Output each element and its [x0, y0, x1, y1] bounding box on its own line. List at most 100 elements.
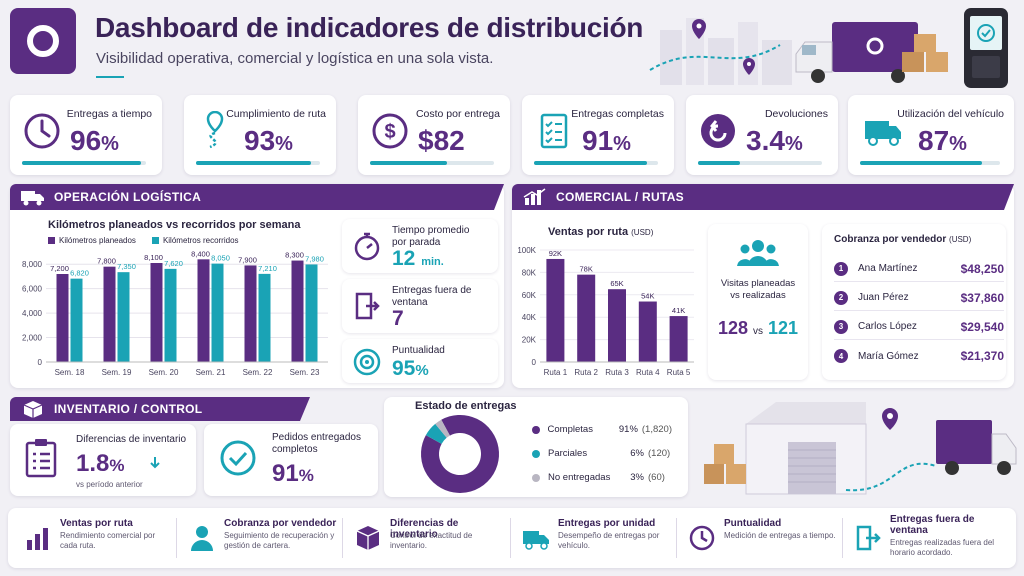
kpi-progress-bar: [698, 161, 822, 165]
clock-icon: [24, 113, 60, 149]
kpi-label: Cumplimiento de ruta: [226, 108, 326, 120]
kpi-card-devoluciones: Devoluciones 3.4%: [686, 95, 838, 175]
footer-divider: [842, 518, 843, 558]
y-tick-label: 100K: [517, 246, 536, 255]
y-tick-label: 0: [532, 358, 537, 367]
bar: [546, 258, 565, 362]
target-icon: [353, 348, 381, 376]
mini-card-puntualidad: Puntualidad 95%: [342, 339, 498, 383]
kpi-label: Utilización del vehículo: [897, 108, 1004, 120]
truck-icon: [523, 531, 549, 550]
subtitle-underline: [96, 76, 124, 78]
x-tick-label: Sem. 22: [243, 368, 273, 377]
y-tick-label: 8,000: [22, 260, 43, 269]
mini-card-entregas-fuera-de-ventana: Entregas fuera de ventana 7: [342, 279, 498, 333]
ventas-bar-chart: 0 20K 40K 60K 80K 100K 92K Ruta 1 78K Ruta 2 65K Ru…: [517, 246, 694, 377]
bar: [638, 301, 657, 362]
kpi-progress-bar: [370, 161, 494, 165]
footer-legend: Ventas por ruta Rendimiento comercial po…: [8, 508, 1016, 568]
legend-item-planeados: Kilómetros planeados: [48, 236, 136, 245]
x-tick-label: Sem. 23: [290, 368, 320, 377]
box-icon: [20, 400, 46, 418]
data-label: 78K: [580, 265, 593, 274]
donut-slice: [421, 415, 499, 493]
mini-value: 12 min.: [392, 247, 444, 270]
inventario-control-header: INVENTARIO / CONTROL: [10, 397, 310, 421]
footer-desc: Entregas realizadas fuera del horario ac…: [890, 538, 995, 557]
bar: [197, 259, 210, 362]
x-tick-label: Ruta 4: [636, 368, 660, 377]
route-line-illustration: [845, 462, 937, 492]
person-icon: [191, 526, 213, 551]
delivery-truck-illustration: [936, 420, 1017, 475]
dollar-icon: $: [372, 113, 408, 149]
footer-title: Diferencias de inventario: [390, 518, 459, 540]
bar-chart-icon: [27, 528, 48, 550]
bar: [244, 265, 257, 362]
legend-item-recorridos: Kilómetros recorridos: [151, 236, 239, 245]
footer-title: Puntualidad: [724, 518, 782, 529]
section-title: INVENTARIO / CONTROL: [54, 402, 203, 416]
data-label: 7,200: [50, 264, 69, 273]
data-label: 8,050: [211, 254, 230, 263]
footer-item-puntualidad: Puntualidad Medición de entregas a tiemp…: [680, 516, 840, 560]
kpi-value: 87%: [918, 125, 967, 156]
footer-desc: Desempeño de entregas por vehículo.: [558, 531, 660, 550]
boxes-illustration: [704, 444, 746, 484]
footer-title: Entregas fuera de ventana: [890, 514, 975, 536]
door-exit-icon: [355, 292, 380, 320]
data-label: 7,900: [238, 255, 257, 264]
data-label: 8,400: [191, 249, 210, 258]
mini-label: Tiempo promedio por parada: [392, 225, 470, 248]
kpi-value: 91%: [582, 125, 631, 156]
warehouse-building-illustration: [745, 402, 867, 495]
truck-icon: [20, 188, 46, 206]
estado-entregas-title: Estado de entregas: [415, 400, 517, 412]
kpi-value: 3.4%: [746, 125, 803, 156]
clipboard-list-icon: [25, 439, 57, 478]
cobranza-card: Cobranza por vendedor (USD) 1 Ana Martíne…: [822, 224, 1006, 380]
data-label: 7,980: [305, 254, 324, 263]
diferencias-note: vs período anterior: [76, 480, 143, 489]
visitas-card: Visitas planeadas vs realizadas 128 vs 1…: [708, 224, 808, 380]
check-circle-icon: [220, 440, 256, 476]
bar-chart-icon: [522, 188, 548, 206]
footer-divider: [176, 518, 177, 558]
kpi-progress-bar: [22, 161, 146, 165]
data-label: 8,100: [144, 253, 163, 262]
map-pin-icon: [692, 19, 706, 39]
estado-legend-row: Completas 91% (1,820): [532, 424, 672, 435]
bar: [669, 316, 688, 362]
door-exit-icon: [856, 525, 881, 551]
data-label: 92K: [549, 249, 562, 258]
data-label: 8,300: [285, 251, 304, 260]
pedidos-label: Pedidos entregados completos: [272, 432, 361, 455]
bar: [164, 268, 177, 362]
cobranza-row: 3 Carlos López $29,540: [834, 314, 1004, 340]
x-tick-label: Ruta 2: [574, 368, 598, 377]
map-pin-icon: [882, 408, 898, 430]
mini-label: Puntualidad: [392, 345, 445, 356]
footer-divider: [510, 518, 511, 558]
y-tick-label: 20K: [522, 336, 537, 345]
data-label: 41K: [672, 306, 685, 315]
estado-legend-row: Parciales 6% (120): [532, 448, 672, 459]
bar: [56, 274, 69, 362]
return-icon: [701, 114, 735, 148]
x-tick-label: Sem. 21: [196, 368, 226, 377]
y-tick-label: 0: [38, 358, 43, 367]
cobranza-row: 4 María Gómez $21,370: [834, 343, 1004, 369]
operacion-logistica-header: OPERACIÓN LOGÍSTICA: [10, 184, 504, 210]
footer-title: Cobranza por vendedor: [224, 518, 337, 529]
footer-item-entregas-unidad: Entregas por unidad Desempeño de entrega…: [514, 516, 674, 560]
y-tick-label: 60K: [522, 291, 537, 300]
bar: [70, 278, 83, 362]
x-tick-label: Ruta 5: [667, 368, 691, 377]
cobranza-row: 2 Juan Pérez $37,860: [834, 285, 1004, 311]
kpi-progress-bar: [196, 161, 320, 165]
diferencias-value: 1.8%: [76, 450, 125, 477]
handheld-scanner-illustration: [964, 8, 1008, 88]
x-tick-label: Sem. 19: [102, 368, 132, 377]
route-pin-icon: [206, 111, 224, 149]
